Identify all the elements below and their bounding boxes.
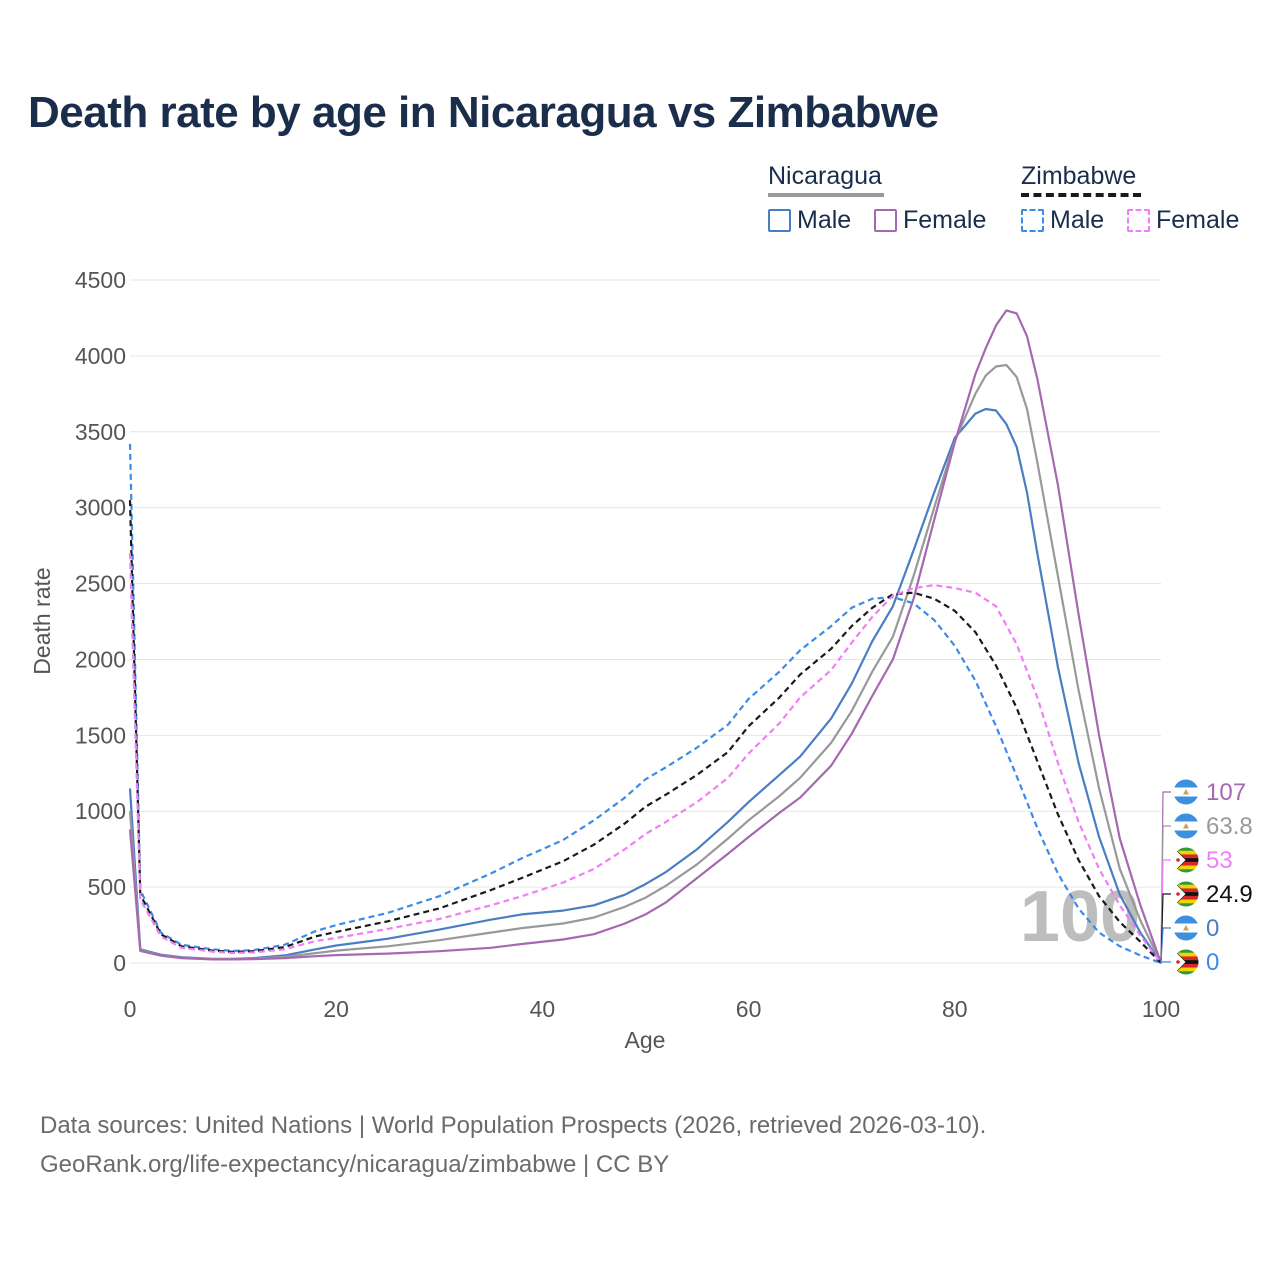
flag-stripe [1173,971,1199,975]
chart-title: Death rate by age in Nicaragua vs Zimbab… [28,88,939,137]
flag-stripe [1173,888,1199,893]
flag-rim [1172,846,1200,874]
legend-group-line-zimbabwe [1021,193,1141,197]
flag-stripe [1173,899,1199,904]
y-tick-label: 0 [113,950,126,976]
x-axis-label: Age [625,1027,666,1053]
nicaragua-flag-icon [1172,914,1200,942]
zimbabwe-flag-icon [1172,846,1200,874]
zimbabwe-flag-icon [1172,948,1200,976]
end-value-label: 107 [1206,779,1246,806]
flag-rim [1172,880,1200,908]
y-tick-label: 4000 [75,343,126,369]
flag-clip [1173,847,1199,873]
x-tick-label: 40 [530,996,556,1022]
flag-emblem [1183,823,1189,829]
flag-rim [1172,948,1200,976]
flag-rim [1172,812,1200,840]
flag-stripe [1173,884,1199,889]
legend-group-zimbabwe: Zimbabwe Male Female [1021,162,1261,242]
nicaragua-flag-icon [1172,812,1200,840]
flag-rim [1172,914,1200,942]
flag-stripe [1173,850,1199,855]
x-tick-label: 0 [124,996,137,1022]
end-value-label: 0 [1206,949,1219,976]
flag-stripe [1173,952,1199,957]
flag-stripe [1173,895,1199,900]
legend-item-label: Male [1050,206,1105,234]
flag-rim [1172,778,1200,806]
y-tick-label: 4500 [75,267,126,293]
flag-stripe [1173,865,1199,870]
flag-star [1176,858,1180,862]
legend-item-label: Female [1156,206,1240,234]
zimbabwe-flag-icon [1172,880,1200,908]
flag-clip [1173,949,1199,975]
legend-group-nicaragua: Nicaragua Male Female [768,162,1008,242]
footer: Data sources: United Nations | World Pop… [40,1106,986,1184]
end-label-connector [1160,893,1171,964]
end-value-label: 63.8 [1206,813,1253,840]
legend-item-label: Female [903,206,987,234]
end-value-label: 53 [1206,847,1233,874]
legend-swatch-solid-icon [768,209,791,232]
x-tick-label: 80 [942,996,968,1022]
legend-item-label: Male [797,206,852,234]
flag-star [1176,960,1180,964]
series-line-zimbabwe-female [128,553,1162,964]
flag-emblem [1183,925,1189,931]
legend-swatch-solid-icon [874,209,897,232]
legend-item-nicaragua-female[interactable]: Female [874,206,986,235]
legend-group-line-nicaragua [768,193,884,197]
flag-stripe [1173,861,1199,866]
flag-stripe [1173,949,1199,954]
x-tick-label: 20 [323,996,349,1022]
y-tick-label: 2000 [75,646,126,672]
series-line-zimbabwe-male [128,443,1162,965]
y-tick-label: 1000 [75,798,126,824]
flag-emblem [1183,789,1189,795]
legend-swatch-dashed-icon [1021,209,1044,232]
y-tick-label: 500 [88,874,126,900]
watermark-text: 100 [1020,877,1140,957]
flag-stripe [1173,854,1199,859]
flag-stripe [1173,963,1199,968]
flag-stripe [1173,847,1199,852]
legend-item-zimbabwe-female[interactable]: Female [1127,206,1239,235]
footer-link[interactable]: GeoRank.org/life-expectancy/nicaragua/zi… [40,1151,670,1178]
y-tick-label: 1500 [75,722,126,748]
y-tick-label: 2500 [75,571,126,597]
line-chart: 100 050010001500200025003000350040004500… [29,267,1253,1053]
series-line-zimbabwe-total [128,500,1162,964]
series-line-nicaragua-male [128,407,1162,964]
flag-stripe [1173,956,1199,961]
flag-stripe [1173,903,1199,907]
end-value-label: 24.9 [1206,881,1253,908]
y-axis-label: Death rate [29,567,55,674]
legend-swatch-dashed-icon [1127,209,1150,232]
end-value-label: 0 [1206,915,1219,942]
x-tick-label: 100 [1142,996,1180,1022]
end-label-connector [1160,927,1171,964]
footer-source: Data sources: United Nations | World Pop… [40,1112,987,1139]
legend-item-zimbabwe-male[interactable]: Male [1021,206,1104,235]
series-line-nicaragua-female [128,309,1163,964]
flag-stripe [1173,881,1199,886]
y-tick-label: 3500 [75,419,126,445]
x-tick-label: 60 [736,996,762,1022]
end-label-connector [1160,961,1171,964]
series-line-nicaragua-total [128,363,1162,964]
flag-star [1176,892,1180,896]
legend-group-label-zimbabwe: Zimbabwe [1021,162,1137,190]
nicaragua-flag-icon [1172,778,1200,806]
flag-stripe [1173,967,1199,972]
legend-group-label-nicaragua: Nicaragua [768,162,882,190]
flag-clip [1173,881,1199,907]
y-tick-label: 3000 [75,495,126,521]
flag-stripe [1173,869,1199,873]
legend-item-nicaragua-male[interactable]: Male [768,206,851,235]
